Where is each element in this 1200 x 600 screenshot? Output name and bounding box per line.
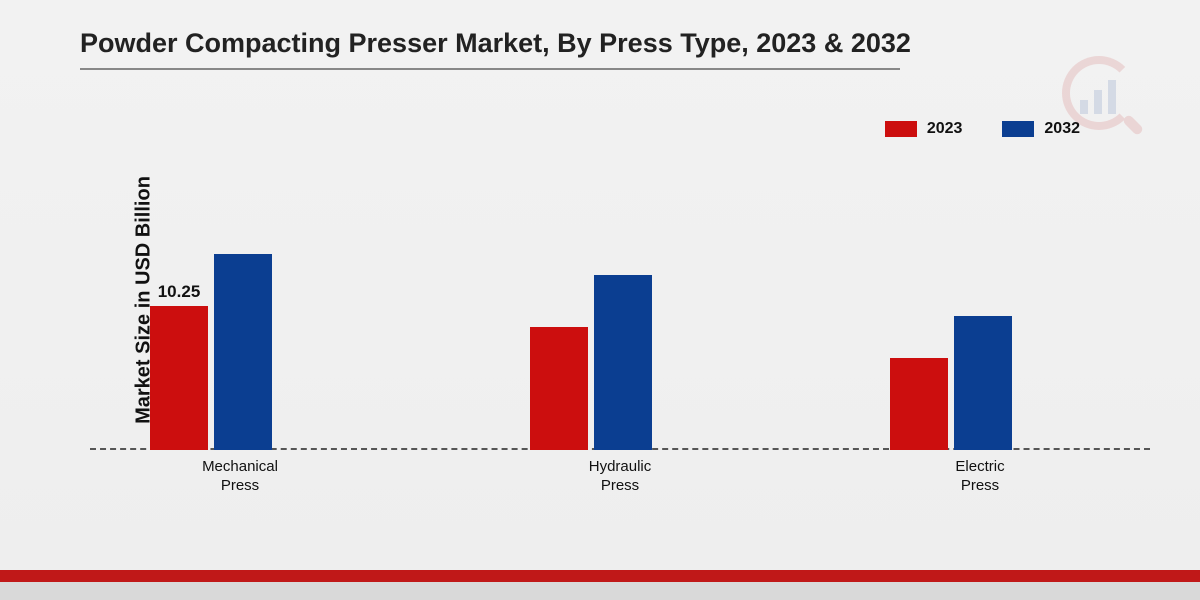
legend-label-2032: 2032: [1044, 120, 1080, 138]
footer-base-bar: [0, 582, 1200, 600]
legend-item-2032: 2032: [1002, 120, 1080, 138]
value-label-mechanical-2023: 10.25: [158, 282, 201, 302]
bar-hydraulic-2023: [530, 327, 588, 450]
plot-area: 10.25 MechanicalPress HydraulicPress Ele…: [90, 170, 1150, 450]
legend: 2023 2032: [885, 120, 1080, 138]
legend-item-2023: 2023: [885, 120, 963, 138]
chart-title: Powder Compacting Presser Market, By Pre…: [80, 28, 911, 59]
bar-mechanical-2023: [150, 306, 208, 450]
bar-group-hydraulic: HydraulicPress: [530, 170, 710, 450]
legend-swatch-2023: [885, 121, 917, 137]
bar-mechanical-2032: [214, 254, 272, 450]
x-label-hydraulic: HydraulicPress: [540, 458, 700, 496]
x-label-electric: ElectricPress: [900, 458, 1060, 496]
footer-accent-bar: [0, 570, 1200, 582]
legend-label-2023: 2023: [927, 120, 963, 138]
bar-electric-2032: [954, 316, 1012, 450]
bar-electric-2023: [890, 358, 948, 450]
bar-group-electric: ElectricPress: [890, 170, 1070, 450]
title-underline: [80, 68, 900, 70]
legend-swatch-2032: [1002, 121, 1034, 137]
x-label-mechanical: MechanicalPress: [160, 458, 320, 496]
bar-group-mechanical: 10.25 MechanicalPress: [150, 170, 330, 450]
bar-hydraulic-2032: [594, 275, 652, 450]
